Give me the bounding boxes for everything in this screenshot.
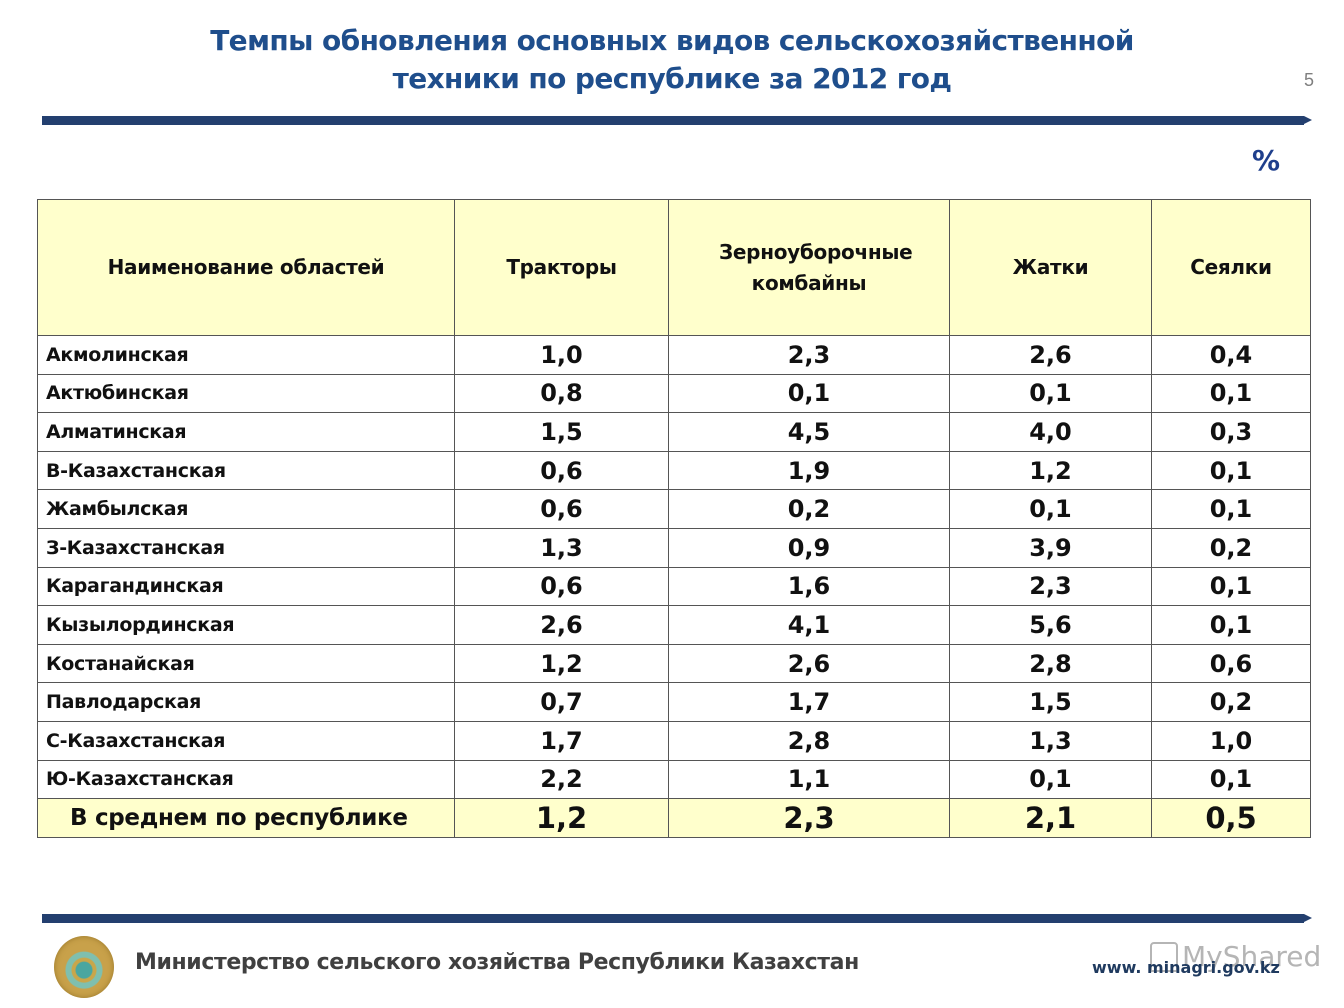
combines-value: 0,9 xyxy=(668,527,950,568)
tractors-value: 1,7 xyxy=(454,720,669,761)
table-row: Алматинская 1,5 4,5 4,0 0,3 xyxy=(37,412,1311,452)
table-row: С-Казахстанская 1,7 2,8 1,3 1,0 xyxy=(37,720,1311,761)
header-tractors: Тракторы xyxy=(454,199,669,336)
tractors-value: 1,5 xyxy=(454,412,669,452)
combines-value: 0,2 xyxy=(668,489,950,529)
tractors-value: 0,6 xyxy=(454,450,669,491)
tractors-value: 1,2 xyxy=(454,643,669,684)
reapers-value: 0,1 xyxy=(949,489,1152,529)
total-seeders-value: 0,5 xyxy=(1151,798,1311,838)
table-row: В-Казахстанская 0,6 1,9 1,2 0,1 xyxy=(37,450,1311,491)
top-divider xyxy=(42,116,1312,125)
table-row: Актюбинская 0,8 0,1 0,1 0,1 xyxy=(37,373,1311,414)
table-row: Костанайская 1,2 2,6 2,8 0,6 xyxy=(37,643,1311,684)
region-name: С-Казахстанская xyxy=(37,720,455,761)
region-name: Ю-Казахстанская xyxy=(37,759,455,800)
table-row: Ю-Казахстанская 2,2 1,1 0,1 0,1 xyxy=(37,759,1311,800)
reapers-value: 1,3 xyxy=(949,720,1152,761)
combines-value: 1,1 xyxy=(668,759,950,800)
reapers-value: 2,6 xyxy=(949,335,1152,375)
reapers-value: 2,3 xyxy=(949,566,1152,607)
seeders-value: 0,2 xyxy=(1151,682,1311,722)
tractors-value: 0,6 xyxy=(454,566,669,607)
combines-value: 1,6 xyxy=(668,566,950,607)
seeders-value: 0,1 xyxy=(1151,605,1311,645)
tractors-value: 1,0 xyxy=(454,335,669,375)
reapers-value: 0,1 xyxy=(949,373,1152,414)
header-combines: Зерноуборочные комбайны xyxy=(668,199,950,336)
tractors-value: 1,3 xyxy=(454,527,669,568)
unit-label: % xyxy=(1252,144,1281,177)
seeders-value: 1,0 xyxy=(1151,720,1311,761)
tractors-value: 2,2 xyxy=(454,759,669,800)
region-name: Костанайская xyxy=(37,643,455,684)
seeders-value: 0,6 xyxy=(1151,643,1311,684)
title-line-2: техники по республике за 2012 год xyxy=(392,62,952,95)
reapers-value: 1,2 xyxy=(949,450,1152,491)
table-row: Карагандинская 0,6 1,6 2,3 0,1 xyxy=(37,566,1311,607)
website-link[interactable]: www. minagri.gov.kz xyxy=(1092,958,1280,977)
header-region: Наименование областей xyxy=(37,199,455,336)
kazakhstan-emblem-icon xyxy=(54,936,114,998)
reapers-value: 2,8 xyxy=(949,643,1152,684)
page-number: 5 xyxy=(1303,70,1314,90)
table-row: З-Казахстанская 1,3 0,9 3,9 0,2 xyxy=(37,527,1311,568)
region-name: Карагандинская xyxy=(37,566,455,607)
table-row: Кызылординская 2,6 4,1 5,6 0,1 xyxy=(37,605,1311,645)
tractors-value: 2,6 xyxy=(454,605,669,645)
reapers-value: 1,5 xyxy=(949,682,1152,722)
seeders-value: 0,1 xyxy=(1151,759,1311,800)
total-reapers-value: 2,1 xyxy=(949,798,1152,838)
region-name: Акмолинская xyxy=(37,335,455,375)
table-row: Акмолинская 1,0 2,3 2,6 0,4 xyxy=(37,335,1311,375)
seeders-value: 0,4 xyxy=(1151,335,1311,375)
total-combines-value: 2,3 xyxy=(668,798,950,838)
combines-value: 2,6 xyxy=(668,643,950,684)
watermark: MyShared xyxy=(1150,940,1321,973)
bottom-divider xyxy=(42,914,1312,923)
tractors-value: 0,6 xyxy=(454,489,669,529)
tractors-value: 0,7 xyxy=(454,682,669,722)
watermark-text: MyShared xyxy=(1182,940,1322,973)
region-name: Алматинская xyxy=(37,412,455,452)
header-reapers: Жатки xyxy=(949,199,1152,336)
table-header-row: Наименование областей Тракторы Зерноубор… xyxy=(37,199,1311,336)
reapers-value: 0,1 xyxy=(949,759,1152,800)
combines-value: 0,1 xyxy=(668,373,950,414)
seeders-value: 0,2 xyxy=(1151,527,1311,568)
title-line-1: Темпы обновления основных видов сельскох… xyxy=(210,24,1134,57)
region-name: В-Казахстанская xyxy=(37,450,455,491)
seeders-value: 0,1 xyxy=(1151,566,1311,607)
region-name: Жамбылская xyxy=(37,489,455,529)
region-name: Кызылординская xyxy=(37,605,455,645)
combines-value: 2,8 xyxy=(668,720,950,761)
combines-value: 1,9 xyxy=(668,450,950,491)
table-row: Павлодарская 0,7 1,7 1,5 0,2 xyxy=(37,682,1311,722)
region-name: З-Казахстанская xyxy=(37,527,455,568)
header-seeders: Сеялки xyxy=(1151,199,1311,336)
reapers-value: 3,9 xyxy=(949,527,1152,568)
reapers-value: 5,6 xyxy=(949,605,1152,645)
seeders-value: 0,1 xyxy=(1151,373,1311,414)
region-name: Актюбинская xyxy=(37,373,455,414)
tractors-value: 0,8 xyxy=(454,373,669,414)
region-name: Павлодарская xyxy=(37,682,455,722)
combines-value: 4,5 xyxy=(668,412,950,452)
seeders-value: 0,1 xyxy=(1151,450,1311,491)
total-tractors-value: 1,2 xyxy=(454,798,669,838)
reapers-value: 4,0 xyxy=(949,412,1152,452)
combines-value: 4,1 xyxy=(668,605,950,645)
seeders-value: 0,3 xyxy=(1151,412,1311,452)
slide-title: Темпы обновления основных видов сельскох… xyxy=(0,22,1344,98)
total-label: В среднем по республике xyxy=(37,798,455,838)
watermark-logo-icon xyxy=(1150,941,1178,972)
combines-value: 2,3 xyxy=(668,335,950,375)
ministry-name: Министерство сельского хозяйства Республ… xyxy=(135,950,859,975)
combines-value: 1,7 xyxy=(668,682,950,722)
table-row: Жамбылская 0,6 0,2 0,1 0,1 xyxy=(37,489,1311,529)
table-total-row: В среднем по республике 1,2 2,3 2,1 0,5 xyxy=(37,798,1311,838)
seeders-value: 0,1 xyxy=(1151,489,1311,529)
renewal-rate-table: Наименование областей Тракторы Зерноубор… xyxy=(37,199,1311,838)
